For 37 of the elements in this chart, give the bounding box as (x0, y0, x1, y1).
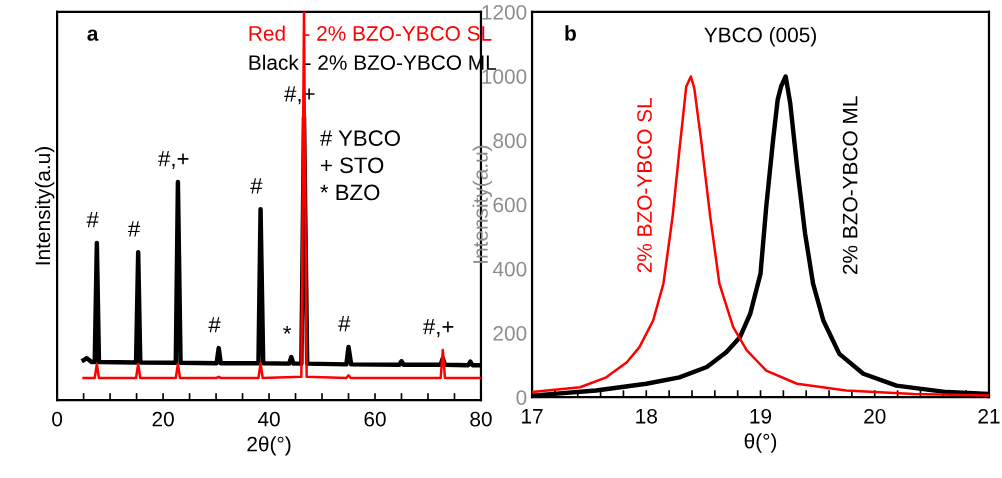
y-axis-title: Intensity(a.u) (472, 145, 492, 263)
annotation: * (283, 325, 292, 334)
y-tick-label: 400 (492, 261, 527, 277)
x-tick-label: 40 (257, 411, 280, 427)
annotation: b (565, 25, 576, 41)
annotation: #,+ (158, 151, 189, 170)
x-axis-title: 2θ(°) (247, 436, 291, 456)
annotation: #,+ (422, 319, 454, 338)
annotation: # (86, 211, 99, 228)
y-tick-label: 800 (493, 133, 527, 149)
x-tick-label: 20 (864, 408, 886, 424)
text: 2% BZO-YBCO SL (637, 98, 652, 273)
annotation: + STO (320, 157, 384, 174)
annotation: * BZO (320, 184, 380, 201)
x-tick-label: 80 (470, 411, 492, 427)
y-tick-label: 0 (516, 390, 527, 405)
annotation: a (87, 29, 99, 41)
x-axis-title: θ(°) (744, 433, 777, 453)
x-tick-label: 18 (636, 408, 657, 424)
text: YBCO (005) (704, 27, 816, 47)
annotation: # (250, 178, 263, 194)
x-tick-label: 60 (364, 411, 386, 427)
x-tick-label: 19 (750, 408, 772, 424)
text: 2% BZO-YBCO ML (842, 96, 858, 274)
annotation: # YBCO (320, 130, 400, 146)
x-tick-label: 17 (522, 409, 543, 424)
annotation: # (127, 221, 141, 237)
x-tick-label: 0 (52, 411, 63, 427)
y-tick-label: 600 (493, 197, 527, 213)
y-axis-title: Intensity(a.u) (34, 147, 55, 265)
y-tick-label: 1000 (482, 69, 527, 84)
y-tick-label: 200 (493, 326, 527, 341)
x-tick-label: 20 (152, 411, 174, 427)
annotation: # (338, 315, 351, 332)
annotation: # (208, 317, 221, 333)
x-tick-label: 21 (978, 408, 1000, 424)
y-tick-label: 1200 (482, 4, 527, 20)
